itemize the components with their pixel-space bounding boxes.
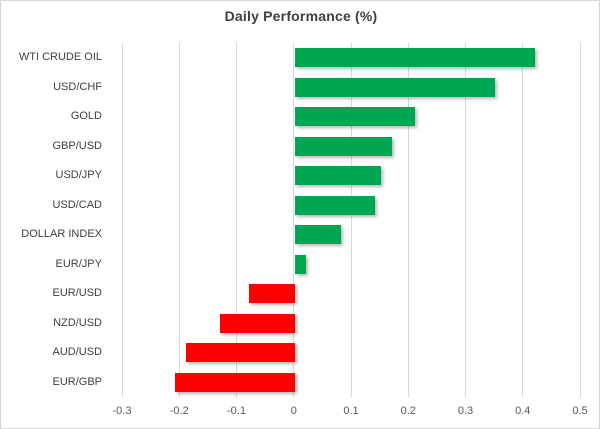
gridline (407, 43, 409, 397)
bar-usd-chf (294, 77, 496, 97)
category-label-gold: GOLD (70, 110, 102, 122)
category-label-gbp-usd: GBP/USD (52, 139, 102, 152)
category-label-eur-usd: EUR/USD (52, 287, 102, 299)
gridline (522, 43, 524, 397)
bar-eur-jpy (294, 254, 307, 274)
category-label-usd-cad: USD/CAD (52, 198, 102, 211)
category-label-usd-chf: USD/CHF (53, 80, 102, 93)
bar-dollar-index (294, 225, 341, 245)
category-label-aud-usd: AUD/USD (52, 346, 102, 358)
category-label-wti-crude-oil: WTI CRUDE OIL (18, 51, 102, 63)
x-tick-label: 0 (290, 405, 297, 417)
x-tick-label: 0.4 (515, 405, 531, 417)
gridline (350, 43, 352, 397)
category-label-usd-jpy: USD/JPY (55, 169, 102, 181)
bar-nzd-usd (220, 313, 295, 333)
gridline (465, 43, 466, 397)
x-tick-label: 0.3 (457, 405, 474, 417)
bar-wti-crude-oil (294, 48, 536, 68)
category-label-dollar-index: DOLLAR INDEX (21, 228, 102, 240)
chart-title: Daily Performance (%) (224, 8, 378, 24)
plot-area (121, 43, 581, 397)
gridline (579, 43, 581, 397)
bar-usd-cad (294, 195, 375, 215)
gridline (121, 43, 123, 397)
x-tick-label: 0.1 (343, 405, 359, 417)
x-tick-label: -0.3 (112, 405, 132, 417)
gridline (178, 43, 180, 397)
category-label-eur-gbp: EUR/GBP (52, 375, 102, 388)
bar-aud-usd (185, 343, 295, 363)
bar-gold (294, 107, 415, 127)
category-label-nzd-usd: NZD/USD (53, 316, 102, 329)
gridline (236, 43, 237, 397)
x-tick-label: 0.5 (572, 405, 588, 417)
bar-usd-jpy (294, 166, 381, 186)
x-tick-label: 0.2 (400, 405, 416, 417)
category-label-eur-jpy: EUR/JPY (55, 257, 102, 270)
x-tick-label: -0.1 (227, 405, 246, 417)
bar-eur-usd (248, 284, 295, 304)
bar-gbp-usd (294, 136, 393, 156)
bar-eur-gbp (174, 372, 295, 392)
x-tick-label: -0.2 (169, 405, 189, 417)
zero-axis-line (293, 43, 295, 397)
